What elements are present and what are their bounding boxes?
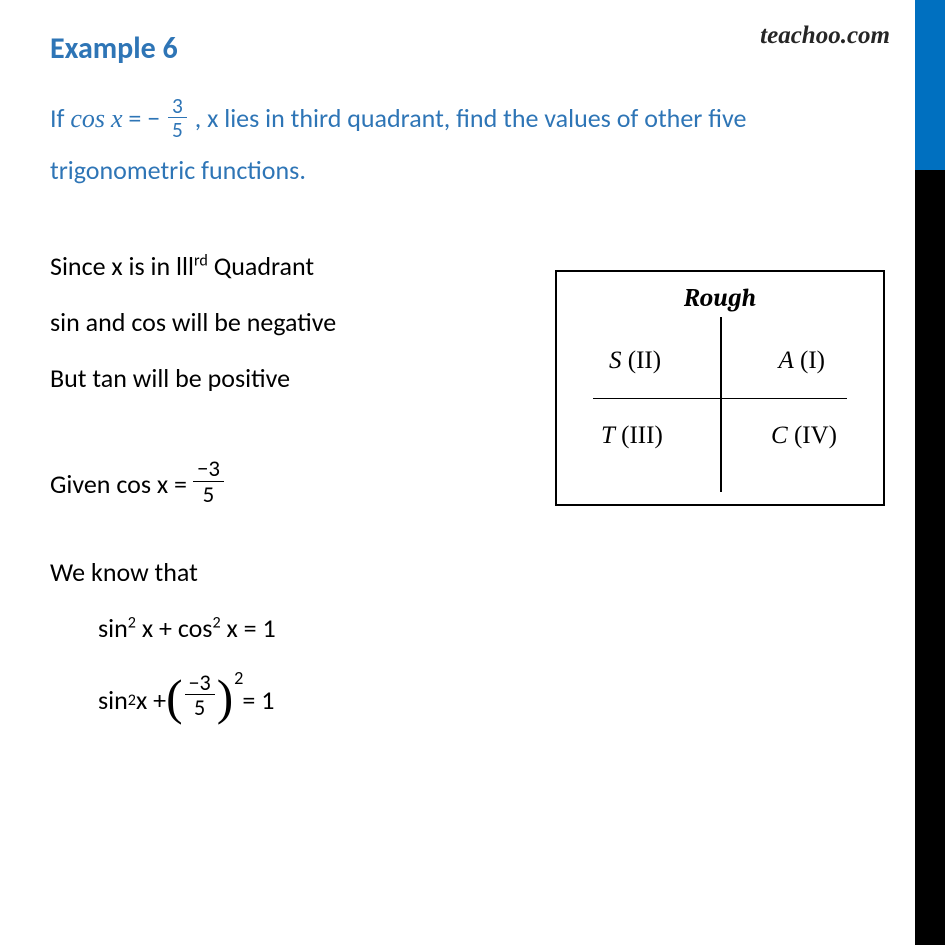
identity-line: sin2 x + cos2 x = 1 (50, 601, 850, 657)
sub-den: 5 (185, 695, 215, 720)
paren-right: ) (217, 681, 233, 716)
sidebar-accent-top (915, 0, 945, 170)
rough-box: Rough S (II) A (I) T (III) C (IV) (555, 270, 885, 506)
quadrant-1-label: A (I) (778, 347, 825, 375)
sub-sin: sin (98, 673, 128, 729)
astc-diagram: S (II) A (I) T (III) C (IV) (575, 317, 865, 492)
q1-letter: A (778, 347, 793, 374)
cos-label: cos (70, 104, 105, 133)
line1-a: Since x is in lll (50, 250, 194, 282)
example-title: Example 6 (50, 30, 850, 67)
equals: = (122, 102, 147, 134)
line1-sup: rd (194, 252, 208, 271)
q3-letter: T (601, 422, 615, 449)
id-sup1: 2 (128, 613, 136, 632)
q4-letter: C (771, 422, 788, 449)
neg-sign: − (147, 102, 166, 134)
sub-num: −3 (185, 671, 215, 695)
id-sin: sin (98, 612, 128, 644)
q2-letter: S (609, 347, 622, 374)
problem-fraction: 35 (168, 95, 187, 143)
astc-vertical-line (720, 317, 722, 492)
we-know-line: We know that (50, 545, 850, 601)
sidebar-accent-bottom (915, 170, 945, 945)
quadrant-3-label: T (III) (601, 422, 663, 450)
paren-left: ( (166, 681, 182, 716)
sub-plus: x + (136, 673, 166, 729)
q2-num: (II) (622, 347, 662, 374)
given-den: 5 (193, 482, 224, 508)
sub-sup: 2 (128, 684, 136, 719)
cos-var: x (111, 104, 123, 133)
id-cos: x + cos (136, 612, 213, 644)
watermark: teachoo.com (760, 22, 890, 50)
id-sup2: 2 (212, 613, 220, 632)
q3-num: (III) (615, 422, 663, 449)
given-num: −3 (193, 457, 224, 482)
sub-paren-group: ( −3 5 ) (166, 673, 233, 723)
frac-num: 3 (168, 95, 187, 118)
problem-statement: If cos x = − 35 , x lies in third quadra… (50, 93, 850, 195)
id-eq1: x = 1 (221, 612, 276, 644)
q1-num: (I) (794, 347, 825, 374)
outer-exp: 2 (234, 659, 243, 698)
line1-b: Quadrant (208, 250, 314, 282)
rough-title: Rough (575, 284, 865, 313)
substitution-line: sin2 x + ( −3 5 ) 2 = 1 (50, 671, 850, 731)
sub-fraction: −3 5 (185, 671, 215, 721)
q4-num: (IV) (788, 422, 837, 449)
given-fraction: −3 5 (193, 457, 224, 508)
quadrant-2-label: S (II) (609, 347, 661, 375)
problem-prefix: If (50, 102, 70, 134)
frac-den: 5 (168, 118, 187, 143)
astc-horizontal-line (593, 398, 847, 400)
quadrant-4-label: C (IV) (771, 422, 837, 450)
given-prefix: Given cos x = (50, 457, 187, 513)
sub-eq1: = 1 (242, 673, 274, 729)
